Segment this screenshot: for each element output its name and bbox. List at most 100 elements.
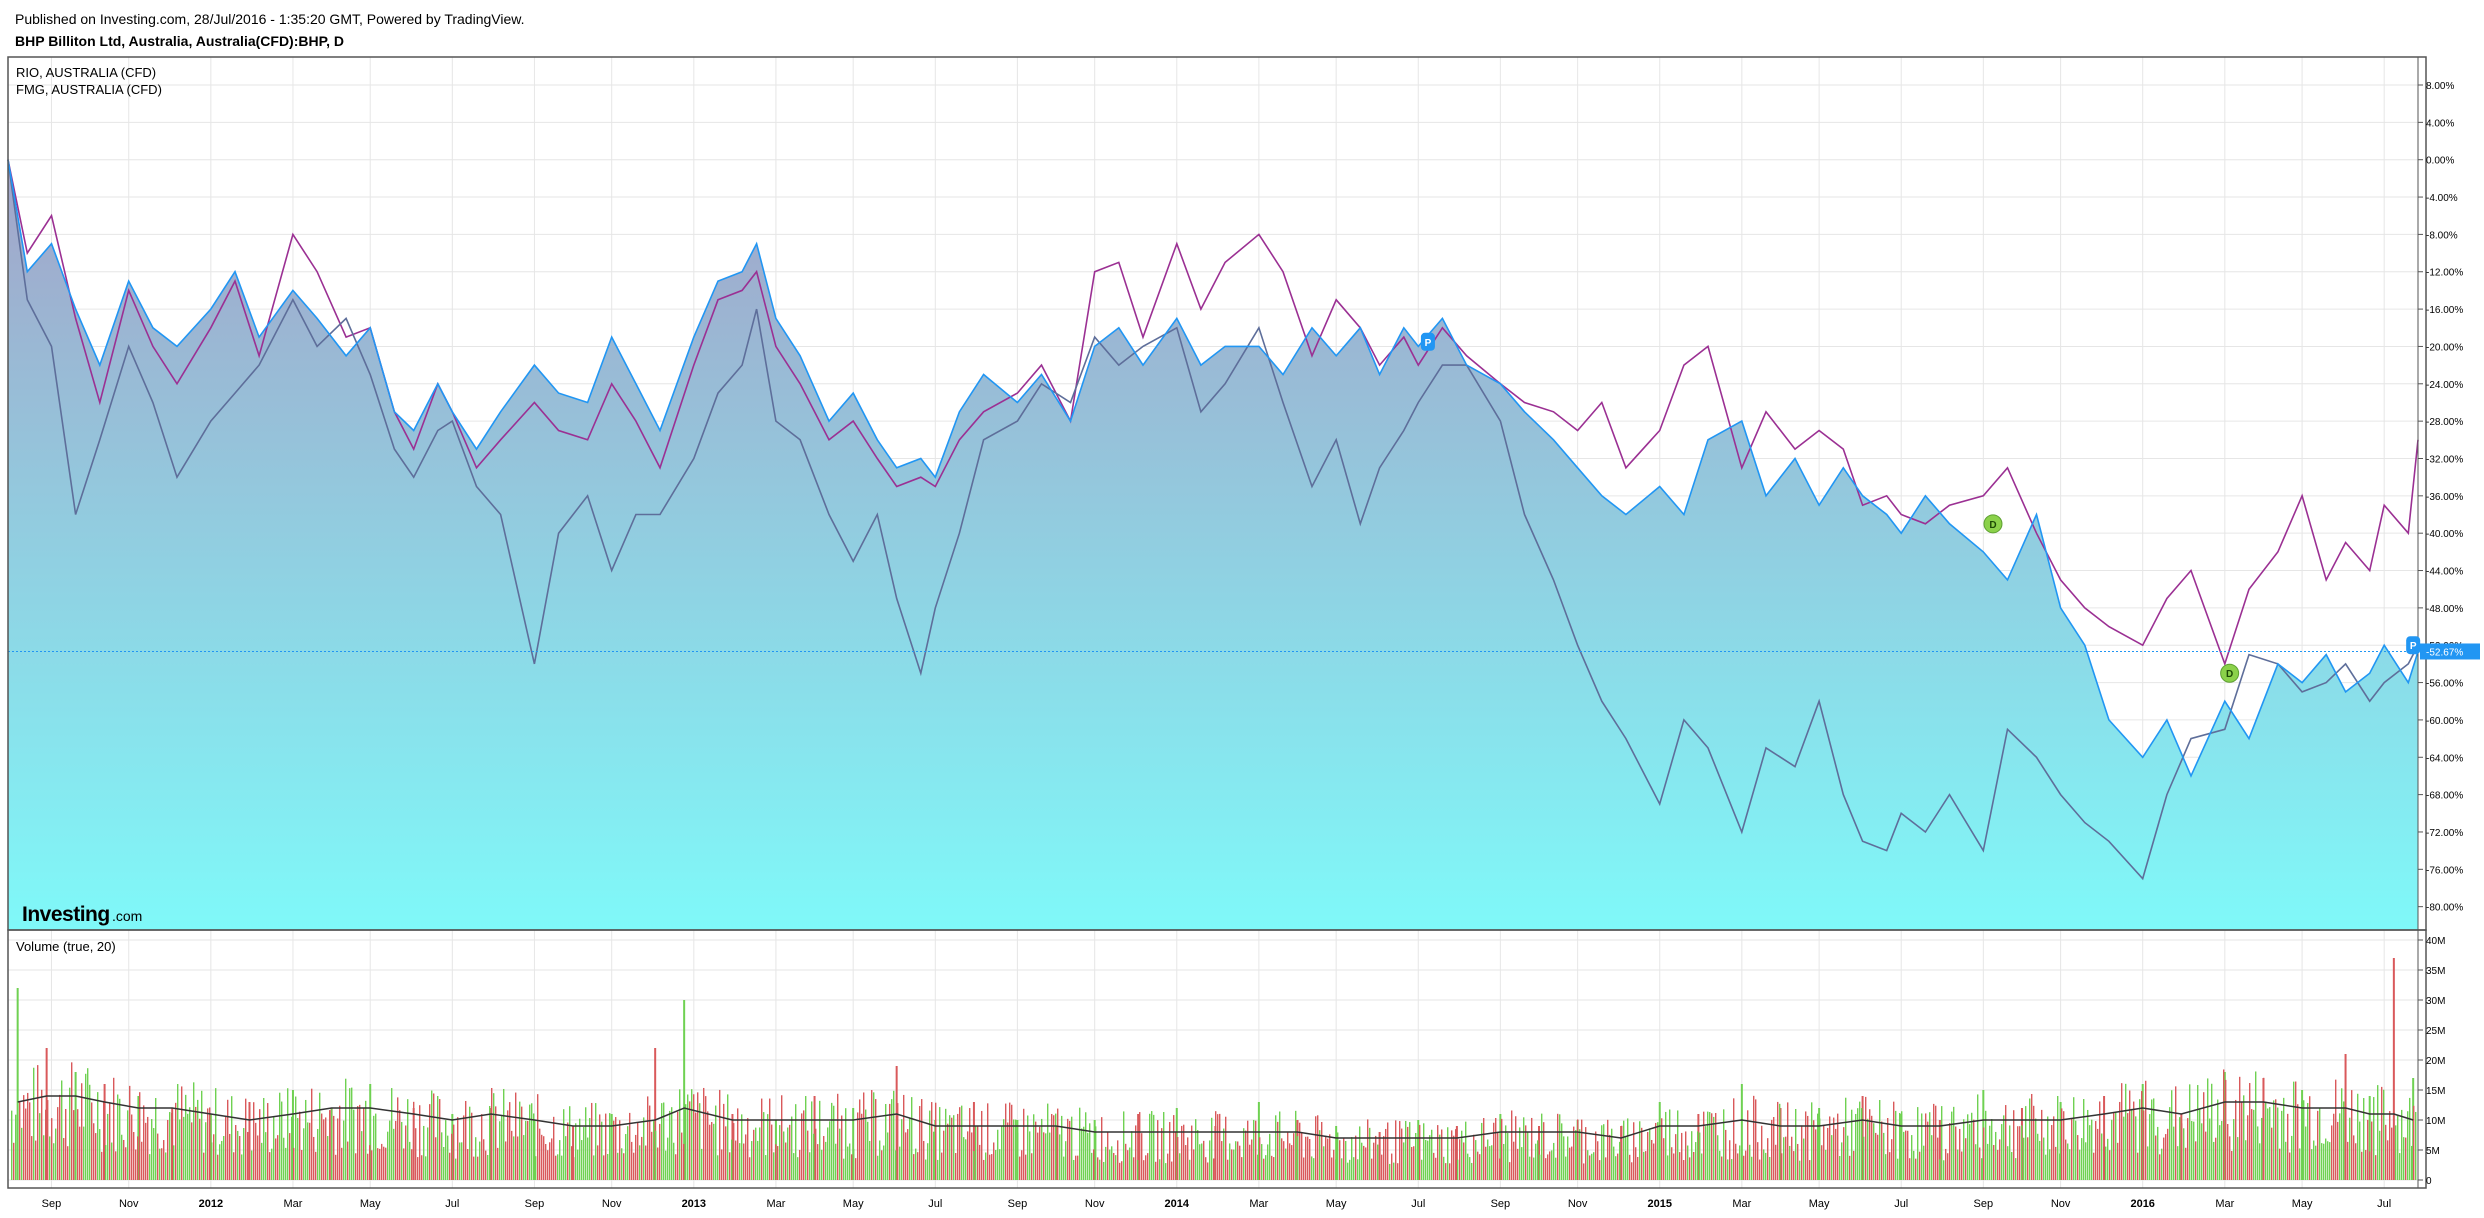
volume-bar [631, 1141, 633, 1180]
volume-bar [687, 1094, 689, 1180]
volume-bar [2405, 1137, 2407, 1180]
volume-bar [337, 1118, 339, 1180]
event-markers: P D D P [1420, 332, 2421, 683]
volume-bar [2341, 1088, 2343, 1180]
volume-bar [1245, 1130, 1247, 1180]
volume-bar [2001, 1124, 2003, 1180]
volume-bar [1807, 1115, 1809, 1180]
volume-bar [109, 1103, 111, 1180]
volume-bar [1281, 1138, 1283, 1180]
volume-ma-line [17, 1095, 2414, 1139]
volume-bar [945, 1108, 947, 1180]
split-marker[interactable] [2406, 636, 2421, 655]
volume-bar [341, 1147, 343, 1180]
volume-bar [2121, 1083, 2123, 1180]
volume-bar [2163, 1137, 2165, 1180]
volume-bar [85, 1073, 87, 1180]
volume-bar [809, 1152, 811, 1180]
volume-bar [695, 1112, 697, 1180]
volume-bar [1533, 1157, 1535, 1180]
volume-bar [2393, 1146, 2395, 1180]
volume-bar [1625, 1135, 1627, 1180]
volume-bar [1977, 1094, 1979, 1180]
volume-bar [107, 1113, 109, 1180]
volume-bar [2293, 1081, 2295, 1180]
volume-bar [2321, 1143, 2323, 1180]
volume-bar [569, 1106, 571, 1180]
volume-bar [1393, 1162, 1395, 1180]
volume-bar [1217, 1114, 1219, 1180]
volume-bar [93, 1123, 95, 1180]
volume-bar [1851, 1109, 1853, 1180]
volume-bar [2327, 1141, 2329, 1180]
volume-bar [1073, 1159, 1075, 1180]
volume-bar [485, 1150, 487, 1180]
volume-bar [2019, 1126, 2021, 1180]
volume-bar [459, 1142, 461, 1180]
volume-bar [1538, 1126, 1541, 1180]
volume-bar [2021, 1125, 2023, 1180]
volume-bar [515, 1092, 517, 1180]
volume-bar [2009, 1125, 2011, 1180]
volume-bar [277, 1135, 279, 1180]
split-marker[interactable] [1420, 332, 1435, 351]
volume-bar [1565, 1156, 1567, 1180]
volume-tick-label: 0 [2426, 1176, 2432, 1187]
volume-bar [853, 1148, 855, 1180]
volume-bar [989, 1154, 991, 1180]
price-tick-label: -68.00% [2426, 791, 2463, 802]
volume-bar [1171, 1161, 1173, 1180]
volume-bar [443, 1146, 445, 1180]
volume-bar [971, 1132, 973, 1180]
volume-bar [1299, 1122, 1301, 1180]
volume-bar [2267, 1108, 2269, 1180]
price-tick-label: -60.00% [2426, 716, 2463, 727]
volume-bar [71, 1062, 73, 1180]
volume-bar [219, 1144, 221, 1180]
volume-bar [1297, 1136, 1299, 1180]
volume-bar [1191, 1125, 1193, 1180]
volume-bar [361, 1131, 363, 1180]
volume-bar [1893, 1101, 1895, 1180]
volume-bar [2385, 1124, 2387, 1180]
volume-bar [497, 1147, 499, 1180]
volume-bar [2379, 1130, 2381, 1180]
volume-bar [381, 1143, 383, 1180]
volume-bar [2085, 1142, 2087, 1180]
volume-bar [1361, 1142, 1363, 1180]
volume-bar [493, 1093, 495, 1180]
volume-bar [121, 1134, 123, 1180]
volume-bar [1401, 1128, 1403, 1180]
volume-bar [1859, 1101, 1861, 1180]
volume-bar [1975, 1144, 1977, 1180]
volume-bar [929, 1110, 931, 1180]
volume-bar [987, 1103, 989, 1180]
volume-bar [661, 1103, 663, 1180]
volume-bar [1523, 1117, 1525, 1180]
volume-bar [2037, 1133, 2039, 1180]
legend: RIO, AUSTRALIA (CFD) FMG, AUSTRALIA (CFD… [16, 65, 162, 954]
volume-bar [2173, 1126, 2175, 1180]
volume-bar [537, 1094, 539, 1180]
volume-bar [2125, 1083, 2127, 1180]
volume-bar [2399, 1153, 2401, 1180]
dividend-marker[interactable] [1983, 514, 2003, 534]
dividend-marker[interactable] [2220, 663, 2240, 683]
volume-bar [681, 1132, 683, 1180]
volume-bar [419, 1105, 421, 1180]
volume-bar [1849, 1155, 1851, 1180]
volume-bar [1083, 1126, 1085, 1180]
volume-bar [211, 1142, 213, 1180]
volume-bar [1715, 1113, 1717, 1180]
volume-bar [1221, 1141, 1223, 1180]
volume-bar [1875, 1132, 1877, 1180]
volume-bar [1365, 1147, 1367, 1180]
volume-bar [1001, 1126, 1003, 1180]
volume-bar [1945, 1148, 1947, 1180]
volume-bar [287, 1088, 289, 1180]
volume-bar [1131, 1131, 1133, 1180]
volume-bar [619, 1120, 621, 1180]
volume-bar [2191, 1120, 2193, 1180]
volume-bar [565, 1136, 567, 1180]
volume-bar [1189, 1159, 1191, 1180]
